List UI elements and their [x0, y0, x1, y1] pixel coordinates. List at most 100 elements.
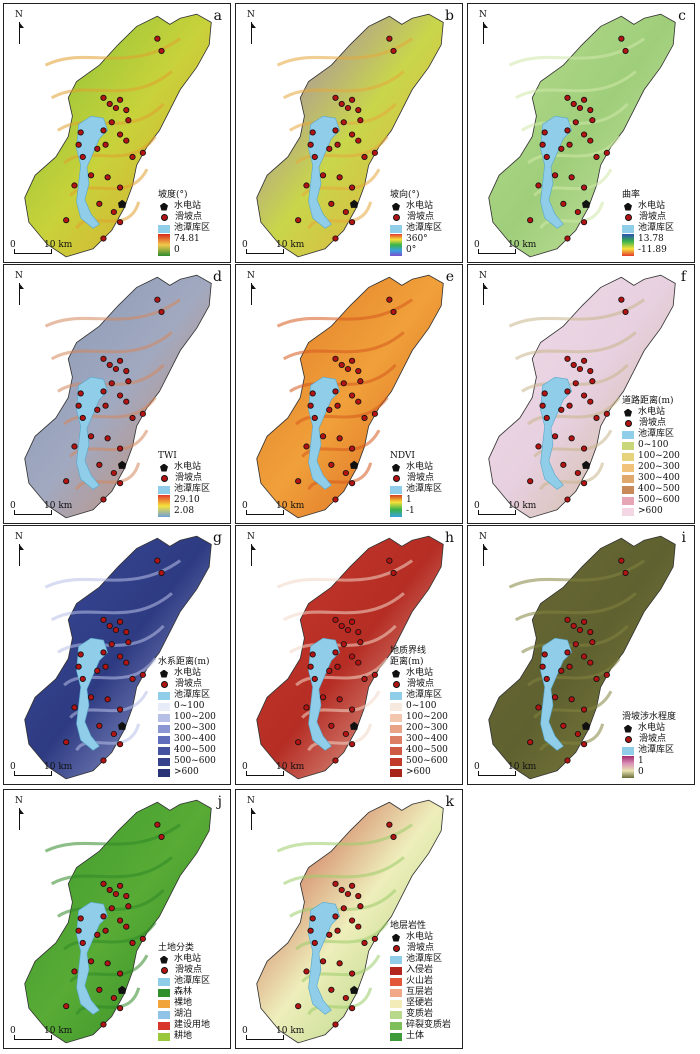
landslide-point [116, 131, 124, 138]
landslide-point [79, 414, 86, 421]
legend-class-icon [158, 702, 170, 711]
landslide-point [357, 903, 364, 910]
legend-landslide: 滑坡点 [622, 212, 674, 223]
landslide-point [116, 706, 124, 713]
legend-station: 水电站 [158, 954, 210, 965]
panel-label: a [213, 8, 222, 24]
landslide-point [357, 117, 364, 124]
panel-label: b [445, 8, 454, 24]
legend-landslide-icon [161, 214, 168, 221]
landslide-point [332, 127, 339, 134]
landslide-point [564, 496, 571, 503]
landslide-point [307, 927, 314, 934]
landslide-point [311, 414, 318, 421]
legend: 地层岩性 水电站 滑坡点 池潭库区 入侵岩 火山岩 互层岩 坚硬岩 变质岩 碎裂变质岩 土体 [390, 921, 451, 1042]
legend-class-icon [158, 1032, 170, 1041]
map-graphic [488, 13, 676, 258]
colorbar-min: 0 [638, 767, 644, 777]
landslide-point [116, 219, 124, 226]
scale-bar: 0 10 km [10, 240, 100, 256]
landslide-point [94, 667, 101, 674]
landslide-point [603, 149, 610, 156]
landslide-point [94, 931, 101, 938]
landslide-point [564, 388, 571, 395]
landslide-point [527, 217, 534, 224]
legend-class: 500~600 [622, 495, 680, 506]
north-arrow-icon: N [12, 796, 26, 830]
landslide-point [125, 117, 132, 124]
colorbar-max: 360° [406, 234, 428, 244]
panel-label: e [445, 269, 454, 285]
terrain-texture [75, 201, 141, 230]
map-panel-b: b N 0 10 km 坡向(°) 水电站 滑坡点 池潭库区 360° 0° [235, 3, 463, 263]
landslide-point [332, 649, 339, 656]
legend-class-icon [390, 746, 402, 755]
legend-class: 入侵岩 [390, 965, 451, 976]
landslide-point [63, 1003, 70, 1010]
landslide-point [539, 663, 546, 670]
landslide-point [129, 939, 136, 946]
colorbar-max: 1 [638, 756, 644, 766]
landslide-point [348, 219, 356, 226]
map-graphic [24, 274, 212, 519]
legend-class: 0~100 [390, 701, 448, 712]
scale-zero: 0 [242, 501, 248, 511]
reservoir-area [76, 901, 108, 1015]
landslide-point [158, 308, 165, 315]
panel-label: j [217, 794, 222, 810]
legend-class: 0~100 [622, 440, 680, 451]
landslide-point [100, 235, 107, 242]
legend-class: 建设用地 [158, 1020, 210, 1031]
legend-reservoir-icon [158, 224, 170, 233]
reservoir-area [76, 115, 108, 229]
landslide-point [319, 694, 327, 701]
terrain-texture [50, 856, 173, 886]
legend: 道路距离(m) 水电站 滑坡点 池潭库区 0~100 100~200 200~300 300~… [622, 396, 680, 517]
legend-class: 变质岩 [390, 1009, 451, 1020]
north-label: N [15, 271, 23, 281]
landslide-point [110, 730, 117, 738]
map-panel-h: h N 0 10 km 地质界线 距离(m) 水电站 滑坡点 池潭库区 0~100 100~200 2… [235, 525, 463, 785]
landslide-point [348, 741, 356, 748]
landslide-point [348, 970, 356, 977]
landslide-point [334, 927, 341, 934]
terrain-texture [527, 657, 621, 687]
landslide-point [116, 445, 124, 452]
landslide-point [558, 667, 565, 674]
scale-bar: 0 10 km [242, 501, 332, 517]
terrain-texture [63, 921, 157, 951]
landslide-point [123, 106, 130, 114]
landslide-point [328, 461, 335, 468]
landslide-point [332, 355, 339, 362]
landslide-point [328, 722, 335, 729]
landslide-point [104, 435, 111, 442]
legend: 坡向(°) 水电站 滑坡点 池潭库区 360° 0° [390, 190, 442, 256]
legend-class-icon [622, 485, 634, 494]
legend-class: 100~200 [390, 712, 448, 723]
legend-class-icon [390, 1021, 402, 1030]
terrain-texture [288, 363, 397, 393]
scale-zero: 0 [10, 501, 16, 511]
landslide-point [572, 119, 579, 126]
legend-class: 森林 [158, 987, 210, 998]
scale-distance: 10 km [276, 501, 305, 511]
landslide-point [96, 200, 103, 207]
landslide-point [116, 96, 124, 103]
legend-reservoir: 池潭库区 [622, 223, 674, 234]
terrain-texture [295, 135, 389, 165]
landslide-point [551, 433, 559, 440]
terrain-texture [75, 462, 141, 491]
scale-zero: 0 [474, 762, 480, 772]
landslide-point [371, 149, 378, 156]
landslide-point [336, 960, 343, 967]
reservoir-area [540, 637, 572, 751]
colorbar-max: 74.81 [174, 234, 200, 244]
landslide-point [568, 696, 575, 703]
landslide-point [332, 880, 339, 887]
legend-landslide-icon [625, 736, 632, 743]
legend-title: NDVI [390, 451, 415, 461]
landslide-point [539, 141, 546, 148]
landslide-point [332, 757, 339, 764]
landslide-point [566, 663, 573, 670]
landslide-point [96, 986, 103, 993]
